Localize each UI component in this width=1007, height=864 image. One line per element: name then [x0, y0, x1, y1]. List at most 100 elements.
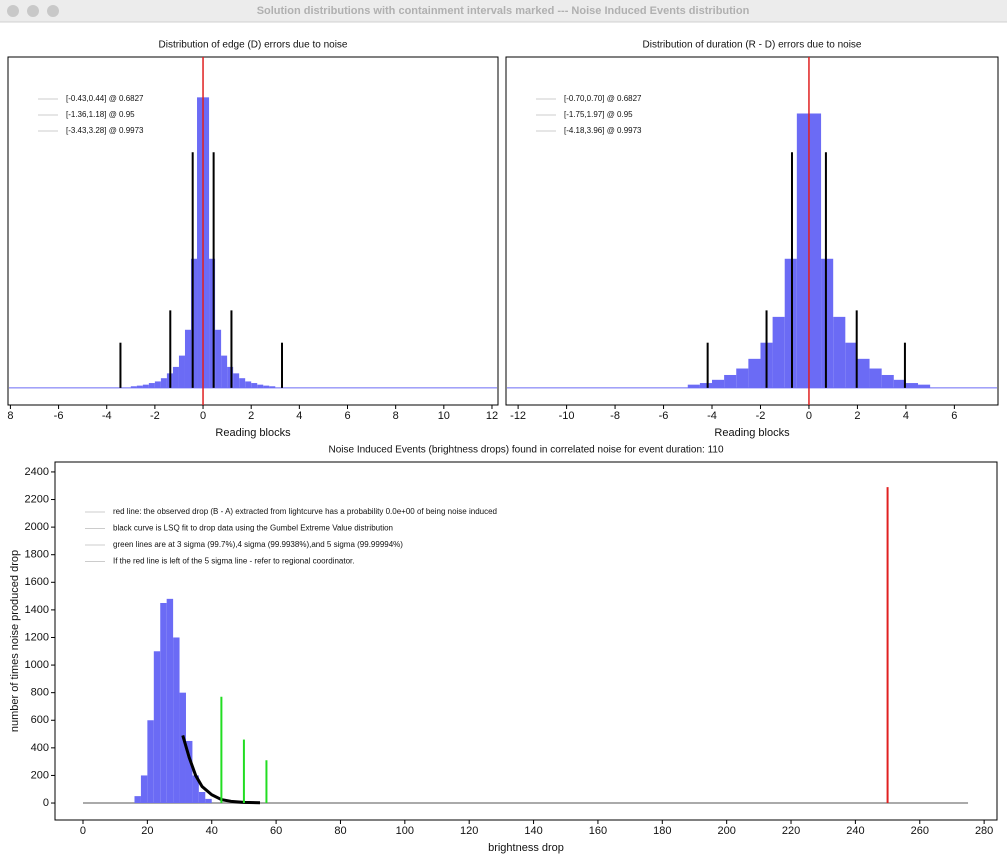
x-tick-label: -6 [659, 410, 669, 422]
zoom-button[interactable] [47, 5, 59, 17]
x-tick-label: -4 [707, 410, 717, 422]
histogram-bar [748, 358, 761, 388]
x-tick-label: 6 [344, 410, 350, 422]
x-axis-label: brightness drop [488, 842, 564, 854]
histogram-bar [136, 385, 143, 388]
x-tick-label: 0 [806, 410, 812, 422]
x-tick-label: 4 [903, 410, 909, 422]
y-tick-label: 0 [43, 797, 49, 809]
histogram-bar [172, 366, 179, 388]
legend-entry: [-3.43,3.28] @ 0.9973 [66, 126, 144, 135]
x-axis-label: Reading blocks [714, 427, 790, 439]
histogram-bar [179, 692, 186, 804]
legend-entry: [-4.18,3.96] @ 0.9973 [564, 126, 642, 135]
histogram-bar [160, 378, 167, 388]
y-tick-label: 2200 [25, 493, 49, 505]
title-bar [0, 0, 1007, 22]
x-tick-label: 40 [206, 825, 218, 837]
x-tick-label: -2 [150, 410, 160, 422]
x-tick-label: -8 [610, 410, 620, 422]
histogram-bar [184, 329, 191, 388]
y-tick-label: 1600 [25, 576, 49, 588]
x-tick-label: 180 [653, 825, 671, 837]
histogram-bar [203, 97, 210, 388]
x-tick-label: 6 [951, 410, 957, 422]
legend-entry: [-0.70,0.70] @ 0.6827 [564, 94, 642, 103]
histogram-bar [821, 258, 834, 388]
chart-title: Distribution of edge (D) errors due to n… [159, 40, 348, 51]
x-tick-label: 280 [975, 825, 993, 837]
y-tick-label: 1800 [25, 549, 49, 561]
x-tick-label: 100 [396, 825, 414, 837]
histogram-bar [209, 258, 216, 388]
histogram-bar [215, 329, 222, 388]
histogram-bar [221, 355, 228, 388]
x-tick-label: 60 [270, 825, 282, 837]
histogram-bar [263, 385, 270, 388]
x-tick-label: 260 [911, 825, 929, 837]
chart-title: Noise Induced Events (brightness drops) … [328, 445, 723, 456]
histogram-bar [198, 791, 206, 804]
histogram-bar [147, 720, 154, 804]
histogram-bar [233, 373, 240, 388]
legend-entry: green lines are at 3 sigma (99.7%),4 sig… [113, 540, 403, 549]
histogram-bar [724, 374, 737, 388]
histogram-bar [918, 384, 931, 388]
x-tick-label: -2 [756, 410, 766, 422]
y-tick-label: 800 [31, 687, 49, 699]
window-title: Solution distributions with containment … [257, 5, 750, 17]
histogram-bar [845, 342, 858, 388]
x-tick-label: 8 [393, 410, 399, 422]
legend-entry: black curve is LSQ fit to drop data usin… [113, 524, 393, 533]
x-tick-label: 8 [7, 410, 13, 422]
histogram-bar [153, 651, 161, 804]
histogram-bar [245, 381, 252, 388]
histogram-bar [192, 775, 199, 804]
histogram-bar [154, 381, 161, 388]
histogram-bar [833, 316, 846, 388]
y-tick-label: 600 [31, 714, 49, 726]
legend-entry: [-1.75,1.97] @ 0.95 [564, 110, 633, 119]
close-button[interactable] [7, 5, 19, 17]
histogram-bar [736, 368, 749, 388]
histogram-bar [134, 796, 141, 804]
histogram-bar [166, 598, 174, 804]
histogram-bar [905, 383, 919, 388]
histogram-bar [772, 316, 785, 388]
histogram-bar [687, 384, 700, 388]
histogram-bar [869, 368, 882, 388]
x-tick-label: 2 [248, 410, 254, 422]
histogram-bar [178, 355, 185, 388]
histogram-bar [140, 775, 148, 804]
x-tick-label: 240 [846, 825, 864, 837]
histogram-bar [197, 97, 204, 388]
plot-frame [505, 56, 999, 406]
histogram-bar [239, 378, 246, 388]
legend-entry: If the red line is left of the 5 sigma l… [113, 557, 354, 566]
histogram-bar [881, 374, 894, 388]
x-tick-label: 160 [589, 825, 607, 837]
x-tick-label: -12 [510, 410, 526, 422]
y-tick-label: 2400 [25, 466, 49, 478]
histogram-bar [796, 113, 809, 388]
x-tick-label: 220 [782, 825, 800, 837]
chart-title: Distribution of duration (R - D) errors … [643, 40, 862, 51]
y-tick-label: 1400 [25, 604, 49, 616]
histogram-bar [148, 383, 155, 388]
minimize-button[interactable] [27, 5, 39, 17]
x-tick-label: 80 [334, 825, 346, 837]
legend-entry: [-1.36,1.18] @ 0.95 [66, 110, 135, 119]
histogram-bar [699, 383, 713, 388]
legend-entry: red line: the observed drop (B - A) extr… [113, 507, 497, 516]
histogram-bar [130, 386, 137, 388]
histogram-bar [160, 602, 167, 804]
y-tick-label: 2000 [25, 521, 49, 533]
histogram-bar [857, 358, 870, 388]
x-axis-label: Reading blocks [215, 427, 291, 439]
y-tick-label: 200 [31, 769, 49, 781]
fit-curve [181, 735, 261, 805]
y-axis-label: number of times noise produced drop [9, 550, 21, 732]
x-tick-label: 4 [296, 410, 302, 422]
